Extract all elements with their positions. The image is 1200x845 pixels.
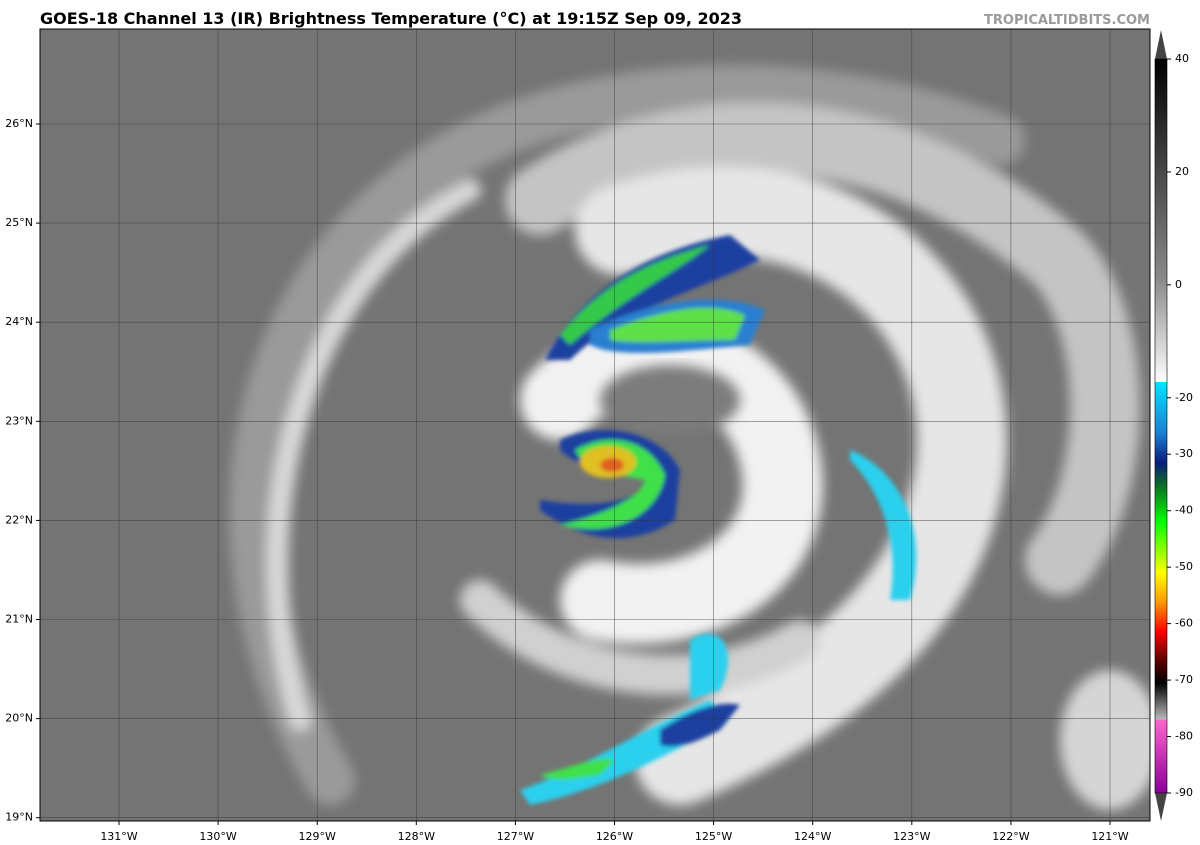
- colorbar-label: -50: [1175, 560, 1193, 573]
- colorbar-label: -30: [1175, 447, 1193, 460]
- lat-label: 19°N: [5, 811, 33, 824]
- lon-label: 130°W: [199, 830, 236, 843]
- lon-label: 126°W: [596, 830, 633, 843]
- colorbar-label: -40: [1175, 504, 1193, 517]
- colorbar-label: -70: [1175, 673, 1193, 686]
- colorbar-label: 20: [1175, 165, 1189, 178]
- map-title: GOES-18 Channel 13 (IR) Brightness Tempe…: [40, 9, 742, 28]
- imagery: [40, 29, 1150, 821]
- lat-label: 22°N: [5, 513, 33, 526]
- lon-label: 131°W: [100, 830, 137, 843]
- lon-label: 125°W: [695, 830, 732, 843]
- lat-label: 23°N: [5, 414, 33, 427]
- colorbar-label: -60: [1175, 617, 1193, 630]
- lon-label: 129°W: [299, 830, 336, 843]
- lon-label: 127°W: [497, 830, 534, 843]
- lon-label: 123°W: [893, 830, 930, 843]
- lon-label: 124°W: [794, 830, 831, 843]
- lon-label: 122°W: [992, 830, 1029, 843]
- colorbar-label: 0: [1175, 278, 1182, 291]
- colorbar-label: -90: [1175, 786, 1193, 799]
- lat-label: 20°N: [5, 712, 33, 725]
- colorbar: [1154, 58, 1168, 794]
- colorbar-label: -80: [1175, 730, 1193, 743]
- credit: TROPICALTIDBITS.COM: [984, 13, 1150, 28]
- lat-label: 21°N: [5, 613, 33, 626]
- lat-label: 25°N: [5, 216, 33, 229]
- lon-label: 128°W: [398, 830, 435, 843]
- map-frame: [39, 28, 1151, 822]
- colorbar-label: 40: [1175, 52, 1189, 65]
- lon-label: 121°W: [1091, 830, 1128, 843]
- lat-label: 26°N: [5, 117, 33, 130]
- colorbar-label: -20: [1175, 391, 1193, 404]
- lat-label: 24°N: [5, 315, 33, 328]
